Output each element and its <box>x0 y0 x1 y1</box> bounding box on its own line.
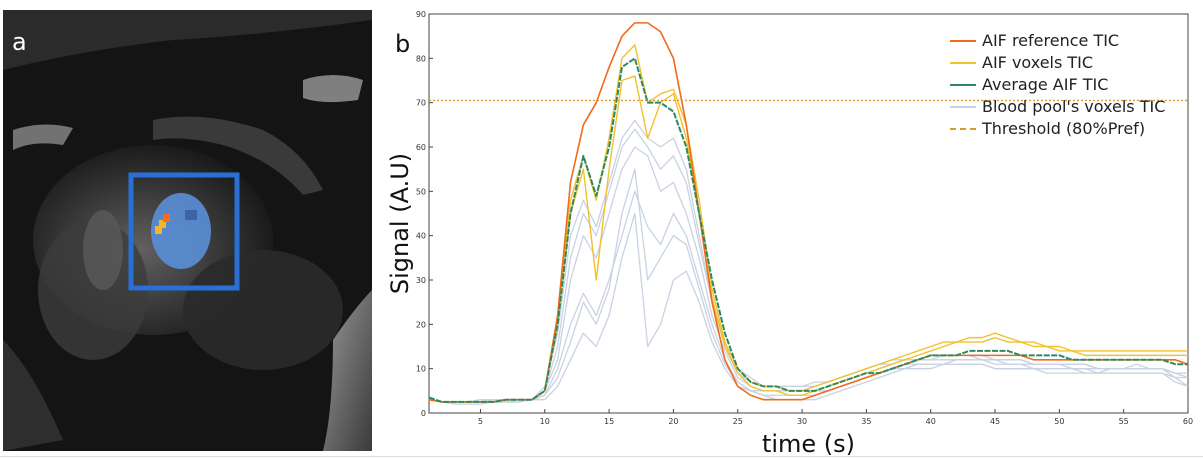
tic-chart: 5 10 15 20 25 30 35 40 45 50 55 60 0 10 20 30 40 50 60 70 80… <box>386 10 1193 458</box>
mri-image <box>3 10 372 451</box>
series-line <box>428 168 1189 403</box>
legend-item-blood-pool: Blood pool's voxels TIC <box>946 96 1196 118</box>
aif-reference-series <box>428 22 1189 403</box>
x-tick-label: 25 <box>733 417 743 426</box>
legend-item-threshold: Threshold (80%Pref) <box>946 118 1196 140</box>
blood-pool-series <box>428 119 1189 405</box>
x-tick-label: 10 <box>540 417 550 426</box>
legend-swatch <box>950 62 976 64</box>
y-tick-label: 30 <box>416 276 426 285</box>
series-line <box>428 128 1189 403</box>
y-tick-label: 90 <box>416 10 426 19</box>
x-tick-label: 20 <box>668 417 678 426</box>
series-line <box>428 119 1188 403</box>
legend-label: AIF reference TIC <box>982 31 1120 50</box>
chart-axes <box>428 13 1189 414</box>
y-tick-label: 60 <box>416 143 426 152</box>
x-tick-label: 15 <box>604 417 614 426</box>
legend-item-average-aif: Average AIF TIC <box>946 74 1196 96</box>
legend-swatch <box>950 40 976 42</box>
legend-swatch <box>950 84 976 86</box>
plot-frame <box>428 13 1189 414</box>
y-tick-label: 80 <box>416 54 426 63</box>
roi-box <box>128 172 240 291</box>
chart-legend: AIF reference TIC AIF voxels TIC Average… <box>946 30 1196 140</box>
aif-voxel <box>163 214 170 222</box>
legend-swatch <box>950 106 976 108</box>
legend-item-aif-reference: AIF reference TIC <box>946 30 1196 52</box>
x-tick-label: 30 <box>797 417 807 426</box>
series-line <box>428 190 1188 403</box>
y-tick-label: 70 <box>416 99 426 108</box>
panel-a-letter: a <box>12 28 27 56</box>
legend-label: Average AIF TIC <box>982 75 1109 94</box>
series-line <box>428 212 1189 405</box>
aif-voxel <box>159 220 166 228</box>
x-tick-label: 45 <box>990 417 1000 426</box>
x-axis-label: time (s) <box>762 430 855 458</box>
aif-voxel <box>155 226 162 234</box>
legend-label: AIF voxels TIC <box>982 53 1094 72</box>
y-tick-label: 10 <box>416 365 426 374</box>
legend-item-aif-voxels: AIF voxels TIC <box>946 52 1196 74</box>
legend-label: Blood pool's voxels TIC <box>982 97 1166 116</box>
x-tick-label: 50 <box>1054 417 1064 426</box>
x-tick-label: 40 <box>926 417 936 426</box>
x-tick-label: 55 <box>1119 417 1129 426</box>
chart-ticks: 5 10 15 20 25 30 35 40 45 50 55 60 0 10 20 30 40 50 60 70 80… <box>416 10 1193 426</box>
legend-swatch <box>950 128 976 130</box>
series-line <box>428 57 1188 403</box>
x-tick-label: 5 <box>478 417 483 426</box>
x-tick-label: 35 <box>861 417 871 426</box>
series-line <box>428 22 1189 403</box>
legend-label: Threshold (80%Pref) <box>982 119 1146 138</box>
y-tick-label: 20 <box>416 320 426 329</box>
mri-image-panel: a <box>3 10 372 451</box>
divider <box>0 456 1203 457</box>
y-tick-label: 40 <box>416 232 426 241</box>
y-tick-label: 50 <box>416 187 426 196</box>
y-axis-label: Signal (A.U) <box>386 153 414 294</box>
x-tick-label: 60 <box>1183 417 1193 426</box>
panel-b-letter: b <box>395 30 411 58</box>
y-tick-label: 0 <box>421 409 426 418</box>
average-aif-series <box>428 57 1188 403</box>
